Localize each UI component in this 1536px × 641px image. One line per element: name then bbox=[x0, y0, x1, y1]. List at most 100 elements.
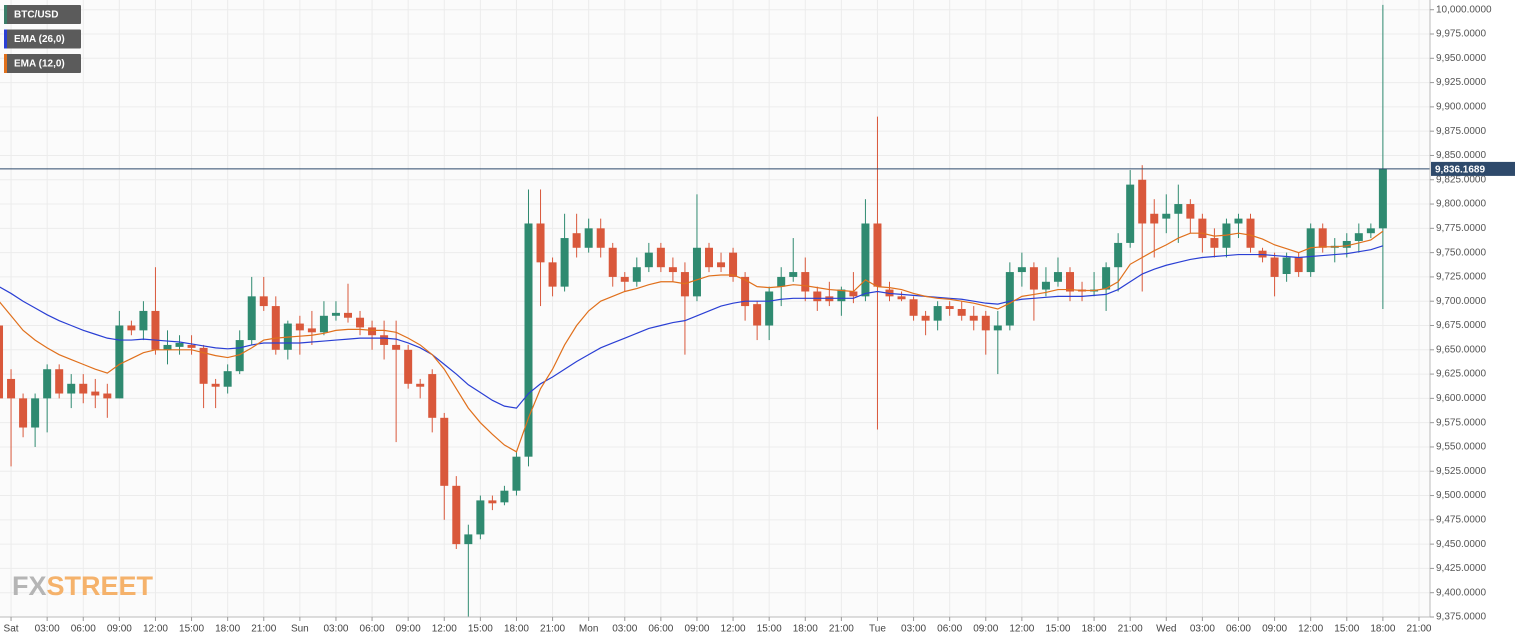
x-tick-label: 12:00 bbox=[1009, 624, 1034, 635]
y-tick-label: 9,475.0000 bbox=[1436, 514, 1486, 525]
candle-body bbox=[43, 369, 52, 399]
x-tick-label: 03:00 bbox=[1190, 624, 1215, 635]
candle-body bbox=[1174, 204, 1183, 214]
candle-body bbox=[1162, 213, 1171, 219]
candle-body bbox=[1246, 218, 1255, 248]
candle-body bbox=[969, 315, 978, 321]
candle-body bbox=[1342, 240, 1351, 248]
candle-body bbox=[1126, 184, 1135, 243]
y-tick-label: 9,800.0000 bbox=[1436, 199, 1486, 210]
candle-body bbox=[849, 291, 858, 297]
candle-body bbox=[668, 267, 677, 273]
candle-body bbox=[0, 325, 4, 399]
candle-body bbox=[705, 247, 713, 268]
x-tick-label: 15:00 bbox=[1334, 624, 1359, 635]
candle-body bbox=[656, 247, 665, 268]
y-tick-label: 9,600.0000 bbox=[1436, 393, 1486, 404]
y-tick-label: 9,375.0000 bbox=[1436, 612, 1486, 623]
x-tick-label: 09:00 bbox=[396, 624, 421, 635]
y-tick-label: 9,700.0000 bbox=[1436, 296, 1486, 307]
y-tick-label: 9,875.0000 bbox=[1436, 126, 1486, 137]
candle-body bbox=[1150, 213, 1159, 224]
candle-body bbox=[777, 276, 786, 287]
candle-body bbox=[139, 310, 148, 331]
y-tick-label: 9,425.0000 bbox=[1436, 563, 1486, 574]
candle-body bbox=[440, 417, 449, 486]
x-tick-label: 21:00 bbox=[1118, 624, 1143, 635]
candle-body bbox=[596, 228, 605, 248]
candle-body bbox=[632, 267, 641, 282]
y-tick-label: 9,725.0000 bbox=[1436, 272, 1486, 283]
ema-line bbox=[0, 230, 1384, 453]
candle-body bbox=[223, 371, 232, 387]
watermark: FXSTREET bbox=[12, 571, 154, 601]
x-tick-label: 09:00 bbox=[973, 624, 998, 635]
candle-body bbox=[1306, 228, 1315, 273]
candle-body bbox=[416, 383, 425, 387]
last-price-label: 9,836.1689 bbox=[1435, 165, 1485, 176]
candle-body bbox=[1210, 238, 1219, 248]
x-tick-label: Tue bbox=[869, 624, 886, 635]
candle-body bbox=[837, 289, 846, 302]
y-tick-label: 9,650.0000 bbox=[1436, 344, 1486, 355]
candle-body bbox=[55, 369, 64, 394]
candle-body bbox=[271, 306, 280, 350]
candle-body bbox=[560, 238, 569, 287]
y-tick-label: 9,925.0000 bbox=[1436, 77, 1486, 88]
y-tick-label: 10,000.0000 bbox=[1436, 4, 1492, 15]
candle-body bbox=[343, 312, 352, 318]
x-tick-label: 12:00 bbox=[432, 624, 457, 635]
candle-body bbox=[500, 490, 509, 503]
legend-label: BTC/USD bbox=[14, 10, 58, 21]
y-tick-label: 9,500.0000 bbox=[1436, 490, 1486, 501]
candle-body bbox=[1318, 228, 1327, 248]
candle-body bbox=[67, 383, 76, 394]
candle-body bbox=[163, 344, 172, 350]
candle-body bbox=[175, 342, 184, 347]
x-tick-label: 03:00 bbox=[323, 624, 348, 635]
y-tick-label: 9,950.0000 bbox=[1436, 53, 1486, 64]
x-tick-label: 18:00 bbox=[793, 624, 818, 635]
candle-body bbox=[488, 500, 497, 504]
candle-body bbox=[211, 383, 220, 387]
candle-body bbox=[1354, 233, 1363, 241]
x-tick-label: 09:00 bbox=[107, 624, 132, 635]
candle-body bbox=[572, 233, 581, 248]
legend-swatch bbox=[4, 5, 7, 24]
candle-body bbox=[368, 327, 377, 336]
candle-body bbox=[247, 296, 256, 341]
y-tick-label: 9,625.0000 bbox=[1436, 369, 1486, 380]
legend: BTC/USD EMA (26,0) EMA (12,0) bbox=[4, 5, 81, 73]
candle-body bbox=[452, 485, 461, 545]
candle-body bbox=[536, 223, 545, 263]
candle-body bbox=[789, 272, 798, 277]
candle-body bbox=[392, 344, 401, 350]
candle-body bbox=[1029, 267, 1038, 290]
candle-body bbox=[1041, 281, 1050, 290]
candle-body bbox=[993, 325, 1002, 331]
watermark-fx: FX bbox=[12, 571, 47, 601]
candle-body bbox=[644, 252, 653, 268]
x-tick-label: 06:00 bbox=[937, 624, 962, 635]
ema-line bbox=[0, 245, 1384, 409]
x-tick-label: 15:00 bbox=[468, 624, 493, 635]
candle-body bbox=[801, 272, 810, 292]
legend-box bbox=[4, 54, 81, 73]
candle-body bbox=[741, 276, 750, 307]
y-tick-label: 9,850.0000 bbox=[1436, 150, 1486, 161]
candle-body bbox=[428, 374, 437, 418]
x-tick-label: 18:00 bbox=[504, 624, 529, 635]
x-tick-label: 15:00 bbox=[1045, 624, 1070, 635]
legend-label: EMA (12,0) bbox=[14, 59, 65, 70]
candle-body bbox=[1378, 168, 1387, 229]
candle-body bbox=[524, 223, 533, 457]
candle-body bbox=[1282, 257, 1291, 275]
candle-body bbox=[115, 325, 124, 399]
x-tick-label: 03:00 bbox=[901, 624, 926, 635]
candle-body bbox=[103, 393, 112, 399]
y-tick-label: 9,400.0000 bbox=[1436, 587, 1486, 598]
x-tick-label: 21:00 bbox=[251, 624, 276, 635]
y-tick-label: 9,975.0000 bbox=[1436, 29, 1486, 40]
candle-body bbox=[933, 306, 942, 321]
